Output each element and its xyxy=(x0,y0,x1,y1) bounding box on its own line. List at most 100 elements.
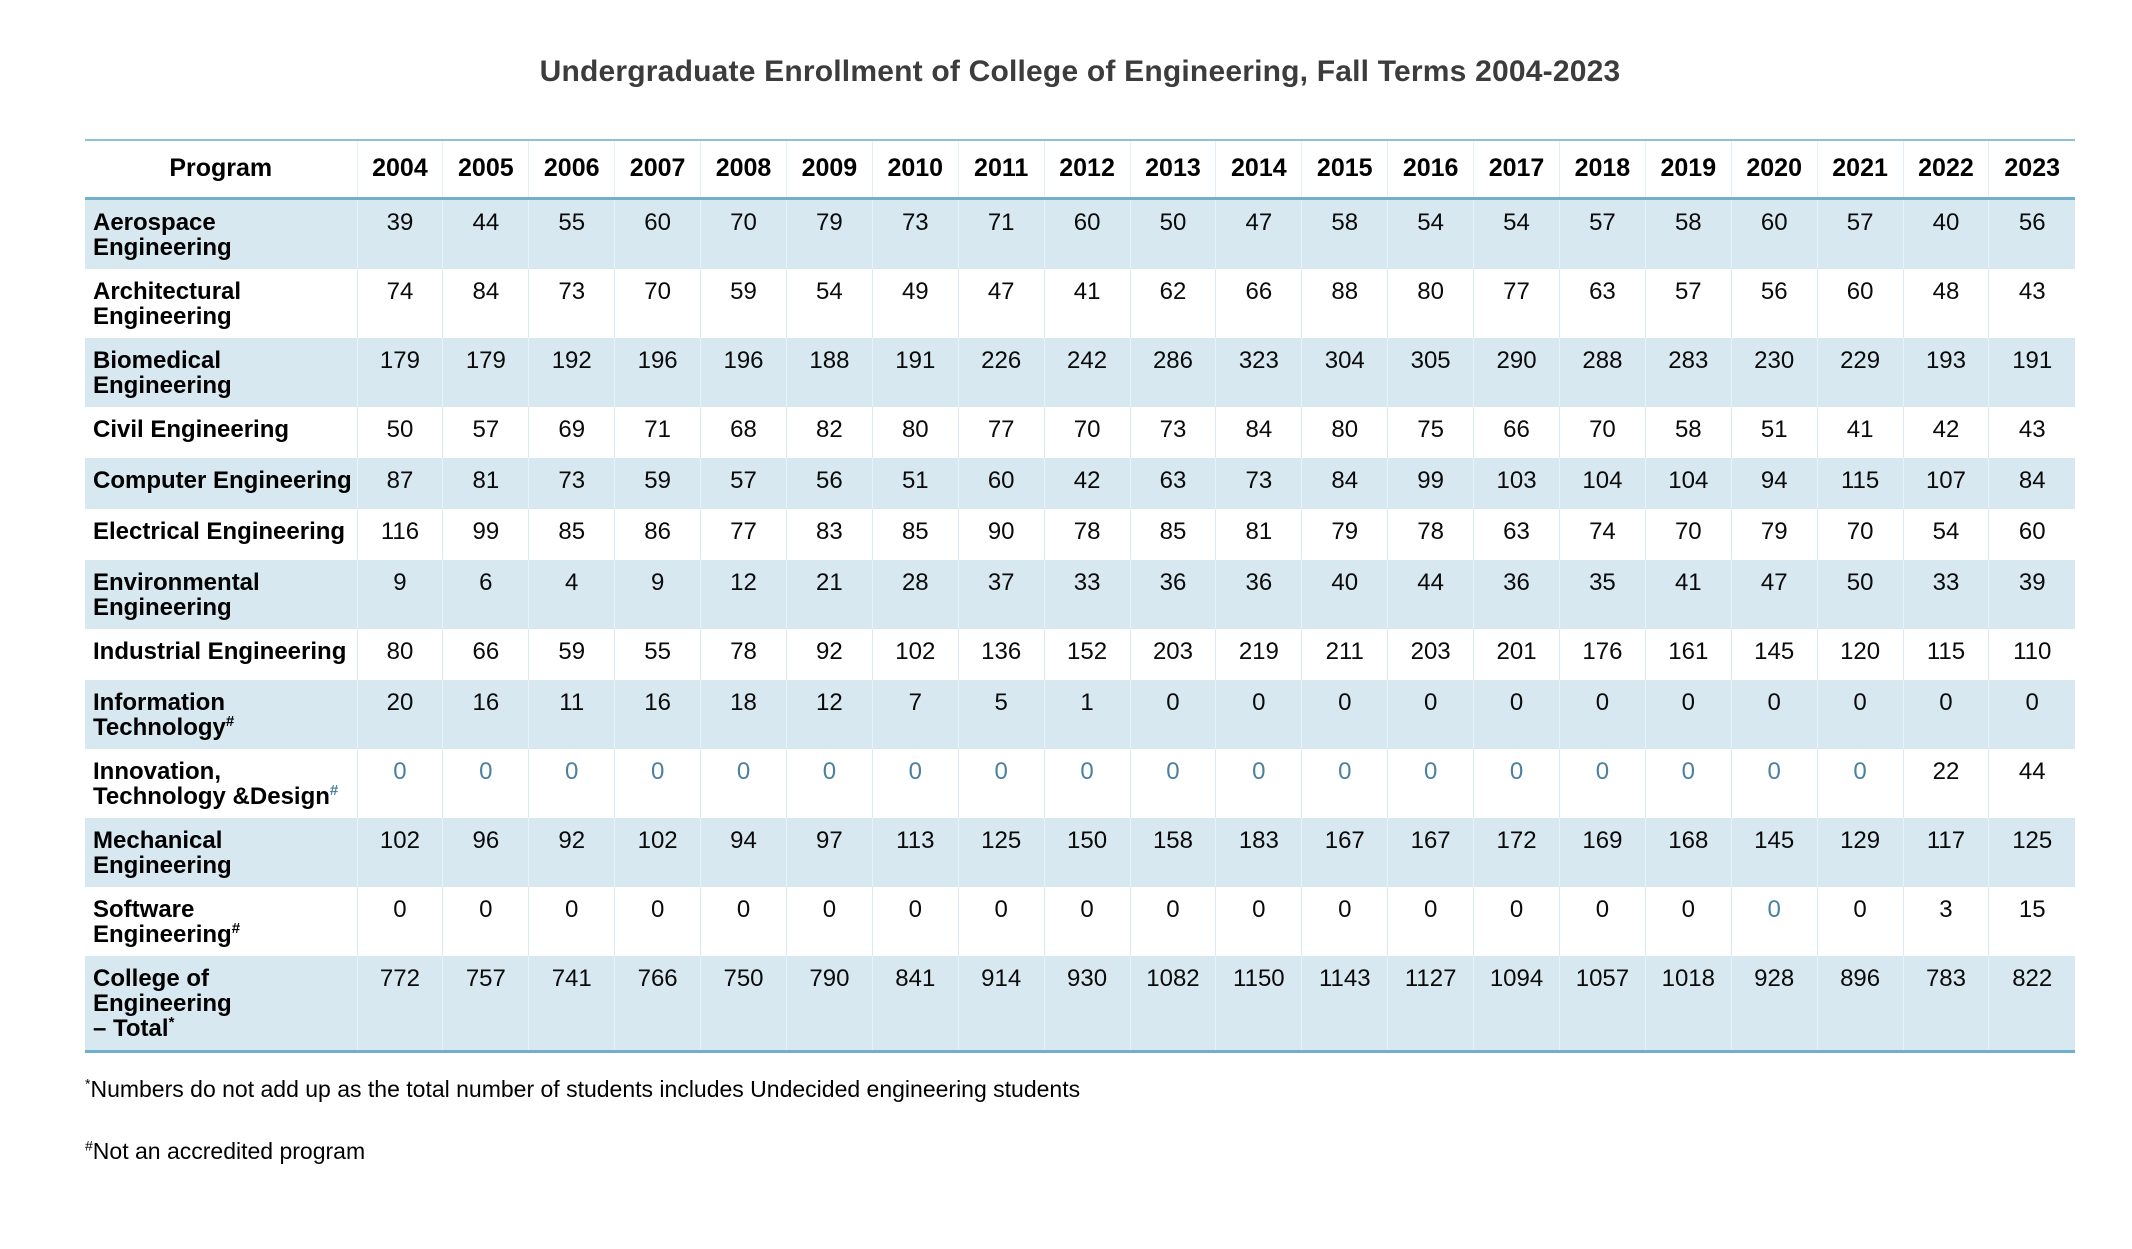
enrollment-cell: 73 xyxy=(1129,407,1216,458)
enrollment-cell: 107 xyxy=(1902,458,1989,509)
enrollment-cell: 0 xyxy=(1816,749,1904,818)
enrollment-cell: 82 xyxy=(785,407,873,458)
enrollment-cell: 0 xyxy=(1301,749,1388,818)
enrollment-cell: 0 xyxy=(1215,749,1302,818)
enrollment-cell: 70 xyxy=(700,198,787,269)
enrollment-cell: 73 xyxy=(871,198,959,269)
footnote-marker: # xyxy=(225,713,235,730)
enrollment-cell: 167 xyxy=(1387,818,1474,887)
enrollment-cell: 70 xyxy=(1816,509,1904,560)
enrollment-cell: 4 xyxy=(528,560,615,629)
enrollment-cell: 0 xyxy=(1988,680,2075,749)
enrollment-cell: 305 xyxy=(1387,338,1474,407)
enrollment-cell: 69 xyxy=(528,407,615,458)
program-label: Computer Engineering xyxy=(93,467,352,494)
enrollment-cell: 70 xyxy=(614,269,701,338)
table-row-environmental-engineering: Environmental Engineering 9 6 4 9 12 21 28 37 33 36… xyxy=(85,560,2075,629)
enrollment-cell: 0 xyxy=(1387,887,1474,956)
enrollment-cell: 60 xyxy=(1988,509,2075,560)
enrollment-cell: 60 xyxy=(957,458,1045,509)
enrollment-cell: 47 xyxy=(1730,560,1818,629)
enrollment-cell: 78 xyxy=(700,629,787,680)
enrollment-cell: 0 xyxy=(700,749,787,818)
footnote-marker-hash: # xyxy=(85,1137,93,1154)
program-label: Biomedical Engineering xyxy=(93,347,232,399)
enrollment-cell: 757 xyxy=(442,956,529,1053)
enrollment-cell: 117 xyxy=(1902,818,1989,887)
enrollment-cell: 3 xyxy=(1902,887,1989,956)
enrollment-cell: 77 xyxy=(700,509,787,560)
footnote-marker: # xyxy=(231,920,241,937)
enrollment-cell: 99 xyxy=(1387,458,1474,509)
enrollment-cell: 0 xyxy=(1558,887,1646,956)
enrollment-cell: 741 xyxy=(528,956,615,1053)
enrollment-cell: 750 xyxy=(700,956,787,1053)
enrollment-cell: 78 xyxy=(1387,509,1474,560)
enrollment-cell: 1057 xyxy=(1558,956,1646,1053)
enrollment-cell: 772 xyxy=(356,956,443,1053)
enrollment-cell: 283 xyxy=(1644,338,1732,407)
enrollment-cell: 115 xyxy=(1816,458,1904,509)
enrollment-cell: 290 xyxy=(1473,338,1560,407)
enrollment-cell: 191 xyxy=(871,338,959,407)
enrollment-cell: 0 xyxy=(1644,680,1732,749)
enrollment-cell: 15 xyxy=(1988,887,2075,956)
footnote-marker: # xyxy=(329,782,339,799)
enrollment-cell: 57 xyxy=(442,407,529,458)
enrollment-cell: 145 xyxy=(1730,629,1818,680)
enrollment-cell: 71 xyxy=(957,198,1045,269)
enrollment-cell: 96 xyxy=(442,818,529,887)
enrollment-cell: 74 xyxy=(356,269,443,338)
enrollment-cell: 41 xyxy=(1816,407,1904,458)
enrollment-cell: 11 xyxy=(528,680,615,749)
enrollment-cell: 47 xyxy=(957,269,1045,338)
enrollment-cell: 5 xyxy=(957,680,1045,749)
enrollment-cell: 58 xyxy=(1644,407,1732,458)
enrollment-cell: 43 xyxy=(1988,269,2075,338)
enrollment-cell: 37 xyxy=(957,560,1045,629)
enrollment-cell: 51 xyxy=(1730,407,1818,458)
table-row-college-total: College of Engineering – Total* 772 757 741 7… xyxy=(85,956,2075,1053)
enrollment-cell: 60 xyxy=(614,198,701,269)
enrollment-cell: 242 xyxy=(1043,338,1131,407)
year-header-2019: 2019 xyxy=(1644,139,1732,200)
footnote-text: Numbers do not add up as the total numbe… xyxy=(90,1076,1081,1102)
enrollment-cell: 21 xyxy=(785,560,873,629)
program-label: Mechanical Engineering xyxy=(93,827,232,879)
enrollment-cell: 80 xyxy=(1301,407,1388,458)
enrollment-cell: 57 xyxy=(700,458,787,509)
enrollment-cell: 145 xyxy=(1730,818,1818,887)
enrollment-cell: 88 xyxy=(1301,269,1388,338)
enrollment-cell: 16 xyxy=(614,680,701,749)
enrollment-cell: 60 xyxy=(1816,269,1904,338)
program-label: Information Technology# xyxy=(93,689,235,741)
enrollment-cell: 0 xyxy=(1215,887,1302,956)
table-row-biomedical-engineering: Biomedical Engineering 179 179 192 196 196 188 1… xyxy=(85,338,2075,407)
enrollment-cell: 44 xyxy=(442,198,529,269)
enrollment-cell: 58 xyxy=(1301,198,1388,269)
enrollment-cell: 73 xyxy=(1215,458,1302,509)
enrollment-cell: 0 xyxy=(1558,680,1646,749)
enrollment-cell: 54 xyxy=(1902,509,1989,560)
enrollment-cell: 85 xyxy=(871,509,959,560)
enrollment-cell: 0 xyxy=(1644,887,1732,956)
enrollment-cell: 92 xyxy=(785,629,873,680)
enrollment-cell: 1 xyxy=(1043,680,1131,749)
enrollment-cell: 49 xyxy=(871,269,959,338)
enrollment-cell: 20 xyxy=(356,680,443,749)
enrollment-cell: 0 xyxy=(1043,887,1131,956)
enrollment-cell: 110 xyxy=(1988,629,2075,680)
enrollment-cell: 55 xyxy=(614,629,701,680)
enrollment-cell: 47 xyxy=(1215,198,1302,269)
enrollment-table: Program 2004 2005 2006 2007 2008 2009 2010 2011… xyxy=(85,139,2075,1053)
enrollment-cell: 0 xyxy=(356,887,443,956)
program-label: Industrial Engineering xyxy=(93,638,347,665)
enrollment-cell: 193 xyxy=(1902,338,1989,407)
enrollment-cell: 219 xyxy=(1215,629,1302,680)
enrollment-cell: 230 xyxy=(1730,338,1818,407)
program-label: Architectural Engineering xyxy=(93,278,242,330)
enrollment-cell: 172 xyxy=(1473,818,1560,887)
enrollment-cell: 0 xyxy=(442,887,529,956)
enrollment-cell: 0 xyxy=(785,749,873,818)
enrollment-cell: 152 xyxy=(1043,629,1131,680)
